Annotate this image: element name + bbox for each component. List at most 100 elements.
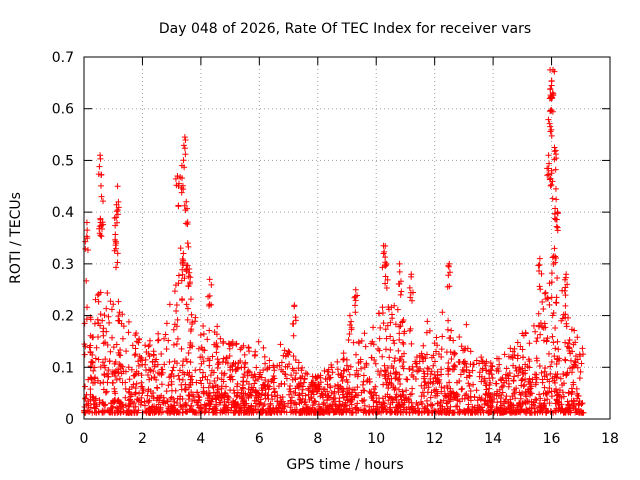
- data-point: [352, 404, 359, 411]
- data-point: [535, 262, 542, 269]
- data-point: [168, 378, 175, 385]
- data-point: [131, 352, 138, 359]
- data-point: [573, 385, 580, 392]
- data-point: [290, 353, 297, 360]
- data-point: [493, 380, 500, 387]
- data-point: [544, 389, 551, 396]
- data-point: [177, 402, 184, 409]
- data-point: [217, 335, 224, 342]
- data-point: [138, 379, 145, 386]
- data-point: [105, 367, 112, 374]
- data-point: [302, 399, 309, 406]
- data-point: [113, 376, 120, 383]
- data-point: [281, 402, 288, 409]
- data-point: [540, 324, 547, 331]
- data-point: [354, 373, 361, 380]
- data-point: [90, 367, 97, 374]
- data-point: [439, 333, 446, 340]
- data-point: [109, 379, 116, 386]
- data-point: [503, 375, 510, 382]
- data-point: [130, 381, 137, 388]
- data-point: [482, 397, 489, 404]
- data-point: [375, 345, 382, 352]
- data-point: [340, 356, 347, 363]
- data-point: [97, 232, 104, 239]
- data-point: [236, 405, 243, 412]
- data-point: [278, 366, 285, 373]
- data-point: [241, 396, 248, 403]
- data-point: [548, 358, 555, 365]
- data-point: [162, 331, 169, 338]
- data-point: [540, 402, 547, 409]
- data-point: [259, 387, 266, 394]
- data-point: [505, 380, 512, 387]
- data-point: [336, 401, 343, 408]
- data-point: [120, 409, 127, 416]
- data-point: [556, 398, 563, 405]
- data-point: [486, 385, 493, 392]
- data-point: [259, 381, 266, 388]
- data-point: [555, 346, 562, 353]
- data-point: [208, 281, 215, 288]
- data-point: [188, 403, 195, 410]
- data-point: [541, 290, 548, 297]
- data-point: [432, 375, 439, 382]
- data-point: [397, 392, 404, 399]
- data-point: [151, 363, 158, 370]
- data-point: [152, 408, 159, 415]
- data-point: [90, 394, 97, 401]
- data-point: [82, 238, 89, 245]
- data-point: [197, 409, 204, 416]
- data-point: [353, 367, 360, 374]
- data-point: [188, 326, 195, 333]
- data-point: [431, 340, 438, 347]
- data-point: [248, 384, 255, 391]
- data-point: [430, 378, 437, 385]
- data-point: [562, 406, 569, 413]
- data-point: [183, 301, 190, 308]
- data-point: [429, 402, 436, 409]
- data-point: [372, 360, 379, 367]
- data-point: [93, 401, 100, 408]
- data-point: [179, 297, 186, 304]
- data-point: [382, 280, 389, 287]
- data-point: [175, 272, 182, 279]
- data-point: [534, 334, 541, 341]
- data-point: [547, 370, 554, 377]
- data-point: [164, 398, 171, 405]
- data-point: [89, 334, 96, 341]
- data-point: [361, 364, 368, 371]
- data-point: [174, 335, 181, 342]
- data-point: [580, 351, 587, 358]
- data-point: [292, 399, 299, 406]
- data-point: [420, 342, 427, 349]
- data-point: [89, 359, 96, 366]
- data-point: [446, 335, 453, 342]
- data-point: [456, 406, 463, 413]
- data-point: [81, 320, 88, 327]
- data-point: [389, 408, 396, 415]
- data-point: [242, 409, 249, 416]
- data-point: [556, 405, 563, 412]
- data-point: [397, 408, 404, 415]
- data-point: [391, 340, 398, 347]
- data-point: [113, 245, 120, 252]
- data-point: [478, 373, 485, 380]
- data-point: [315, 401, 322, 408]
- data-point: [546, 400, 553, 407]
- data-point: [165, 405, 172, 412]
- data-point: [524, 397, 531, 404]
- data-point: [132, 385, 139, 392]
- data-point: [381, 362, 388, 369]
- data-point: [216, 399, 223, 406]
- data-point: [265, 386, 272, 393]
- data-point: [361, 397, 368, 404]
- data-point: [91, 397, 98, 404]
- data-point: [134, 409, 141, 416]
- data-point: [97, 364, 104, 371]
- data-point: [184, 219, 191, 226]
- data-point: [549, 195, 556, 202]
- data-point: [296, 391, 303, 398]
- data-point: [327, 384, 334, 391]
- data-point: [323, 407, 330, 414]
